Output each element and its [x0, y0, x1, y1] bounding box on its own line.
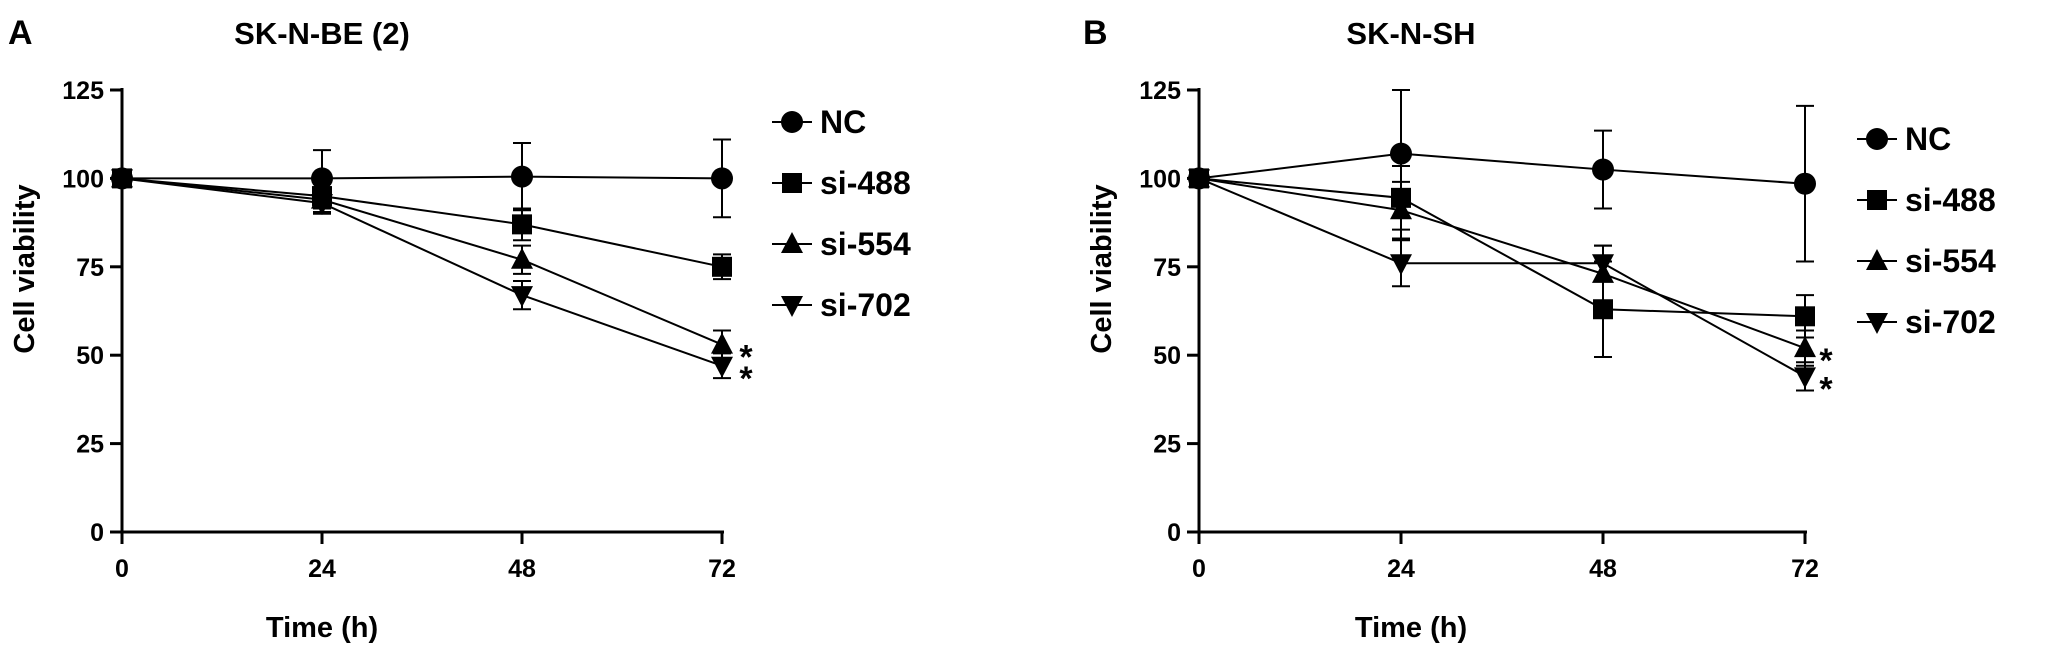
series-line: [1198, 177, 1806, 318]
series-line: [121, 177, 723, 346]
series-si-702: [111, 169, 733, 380]
data-point: [511, 247, 533, 269]
legend-marker: [1866, 313, 1888, 334]
legend-label: si-488: [820, 165, 911, 201]
data-point: [1390, 198, 1412, 220]
legend-label: si-554: [820, 226, 911, 262]
data-point: [1794, 172, 1816, 195]
series-NC: [1188, 89, 1816, 263]
significance-star: *: [739, 360, 753, 398]
legend-item-si-488: si-488: [1857, 182, 1996, 218]
data-point: [1794, 367, 1816, 389]
panel-b: B SK-N-SH Cell viability Time (h) 0 25 50 7…: [1083, 14, 1996, 644]
y-tick-label: 125: [1139, 77, 1181, 105]
legend-label: si-554: [1905, 243, 1996, 279]
series-line: [1198, 177, 1806, 350]
y-tick-label: 50: [76, 342, 104, 370]
series-line: [122, 175, 723, 180]
legend-marker: [781, 296, 803, 317]
data-point: [1794, 336, 1816, 358]
data-point: [512, 214, 532, 235]
data-point: [1390, 142, 1412, 165]
data-point: [711, 167, 733, 190]
series-line: [1198, 152, 1806, 185]
y-tick-label: 25: [76, 431, 104, 459]
series-si-488: [112, 168, 732, 281]
x-axis-label: Time (h): [1355, 612, 1467, 644]
legend-item-NC: NC: [772, 104, 866, 140]
y-tick-label: 125: [62, 77, 104, 105]
data-point: [1593, 299, 1613, 320]
y-tick-label: 100: [1139, 165, 1181, 193]
data-point: [1592, 158, 1614, 181]
legend-label: si-702: [820, 287, 911, 323]
y-axis-label: Cell viability: [9, 184, 41, 353]
legend-label: NC: [820, 104, 866, 140]
series-si-554: [111, 166, 733, 360]
legend-marker: [1867, 190, 1887, 210]
x-tick-label: 72: [708, 555, 736, 583]
panel-letter: B: [1083, 14, 1108, 52]
data-point: [311, 194, 333, 216]
data-point: [511, 286, 533, 308]
legend-label: si-488: [1905, 182, 1996, 218]
panel-a: A SK-N-BE (2) Cell viability Time (h) 0 2…: [8, 14, 911, 644]
panel-letter: A: [8, 14, 33, 52]
legend-marker: [1866, 128, 1888, 150]
data-point: [711, 356, 733, 378]
series-line: [1198, 177, 1806, 378]
data-point: [1592, 254, 1614, 276]
series-line: [121, 177, 723, 268]
x-axis-label: Time (h): [266, 612, 378, 644]
data-point: [511, 165, 533, 188]
series-NC: [111, 138, 733, 219]
x-tick-label: 48: [1589, 555, 1617, 583]
series-si-702: [1188, 169, 1816, 392]
legend-marker: [781, 232, 803, 253]
significance-star: *: [739, 339, 753, 377]
y-axis-label: Cell viability: [1086, 184, 1118, 353]
x-tick-label: 72: [1791, 555, 1819, 583]
x-tick-label: 0: [115, 555, 129, 583]
x-tick-label: 48: [508, 555, 536, 583]
y-tick-label: 75: [76, 254, 104, 282]
data-point: [1390, 254, 1412, 276]
x-tick-label: 24: [1387, 555, 1415, 583]
legend-item-si-488: si-488: [772, 165, 911, 201]
y-tick-label: 0: [90, 519, 104, 547]
chart-title: SK-N-SH: [1346, 16, 1475, 51]
y-tick-label: 75: [1153, 254, 1181, 282]
chart-title: SK-N-BE (2): [234, 16, 410, 51]
y-tick-label: 50: [1153, 342, 1181, 370]
legend-item-si-702: si-702: [1857, 304, 1996, 340]
y-tick-label: 100: [62, 165, 104, 193]
legend-item-NC: NC: [1857, 121, 1951, 157]
legend-marker: [782, 173, 802, 193]
legend-marker: [781, 111, 803, 133]
series-line: [121, 177, 723, 367]
legend-label: si-702: [1905, 304, 1996, 340]
y-tick-label: 25: [1153, 431, 1181, 459]
data-point: [111, 169, 133, 191]
data-point: [1188, 169, 1210, 191]
legend-item-si-702: si-702: [772, 287, 911, 323]
significance-star: *: [1819, 342, 1833, 380]
legend-item-si-554: si-554: [772, 226, 911, 262]
data-point: [1795, 306, 1815, 327]
x-tick-label: 0: [1192, 555, 1206, 583]
legend-marker: [1866, 249, 1888, 270]
series-si-554: [1188, 166, 1816, 367]
x-tick-label: 24: [308, 555, 336, 583]
data-point: [712, 256, 732, 277]
data-point: [711, 332, 733, 354]
legend-item-si-554: si-554: [1857, 243, 1996, 279]
y-tick-label: 0: [1167, 519, 1181, 547]
legend-label: NC: [1905, 121, 1951, 157]
significance-star: *: [1819, 370, 1833, 408]
